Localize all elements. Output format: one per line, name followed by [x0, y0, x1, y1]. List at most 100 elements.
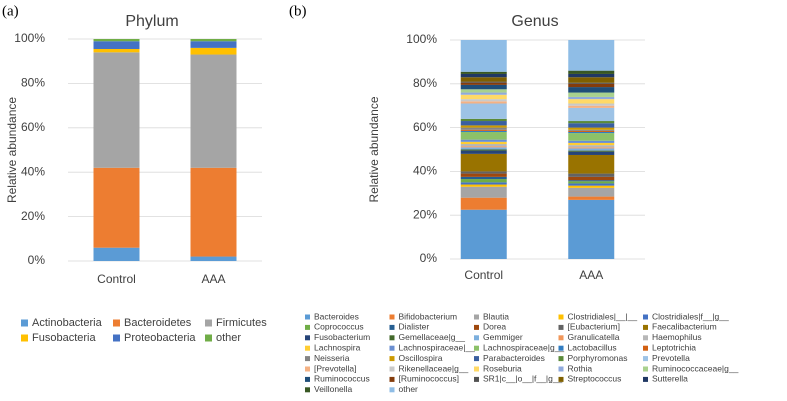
legend-swatch — [389, 314, 395, 320]
bar-segment — [568, 185, 615, 188]
bar-segment — [460, 92, 507, 95]
legend-label: Lachnospiraceae|g__ — [483, 342, 564, 352]
legend-label: Faecalibacterium — [652, 322, 717, 332]
bar-segment — [568, 103, 615, 106]
bar-segment — [568, 129, 615, 131]
legend-swatch — [474, 345, 479, 351]
y-tick-label: 80% — [413, 76, 437, 90]
bar-segment — [460, 73, 507, 78]
y-tick-label: 0% — [28, 253, 46, 267]
legend-label: [Prevotella] — [314, 363, 357, 373]
legend-label: Fusobacterium — [314, 332, 370, 342]
legend-swatch — [21, 319, 28, 327]
legend-swatch — [305, 314, 310, 320]
x-tick-label: AAA — [201, 272, 225, 286]
bar-segment — [460, 173, 507, 177]
y-tick-label: 100% — [14, 31, 45, 45]
bar-segment — [460, 171, 507, 174]
legend-swatch — [558, 335, 564, 341]
legend-label: Leptotrichia — [652, 342, 696, 352]
legend-swatch — [21, 334, 28, 342]
y-tick-label: 20% — [21, 209, 45, 223]
bar-segment — [568, 96, 615, 100]
panel-label: (a) — [2, 3, 19, 19]
legend-swatch — [558, 324, 564, 330]
bar-segment — [460, 184, 507, 187]
legend-label: Dorea — [483, 322, 506, 332]
y-axis-label: Relative abundance — [367, 96, 381, 202]
bar-segment — [568, 183, 615, 186]
legend-swatch — [389, 376, 395, 382]
bar-segment — [460, 103, 507, 119]
legend-label: Bifidobacterium — [399, 311, 458, 321]
legend-label: Gemellaceae|g__ — [399, 332, 466, 342]
legend-swatch — [389, 387, 395, 393]
bar-segment — [568, 121, 615, 124]
bar-segment — [190, 167, 237, 257]
x-tick-label: Control — [464, 268, 503, 282]
legend-label: Roseburia — [483, 363, 522, 373]
legend-swatch — [205, 319, 212, 327]
bar-segment — [568, 87, 615, 93]
bar-segment — [568, 147, 615, 149]
legend-swatch — [558, 376, 564, 382]
bar-segment — [190, 39, 237, 42]
bar-segment — [460, 176, 507, 180]
bar-segment — [460, 131, 507, 140]
bar-segment — [568, 131, 615, 134]
y-tick-label: 60% — [413, 120, 437, 134]
legend-swatch — [305, 356, 310, 362]
bar-segment — [460, 209, 507, 259]
bar-segment — [460, 144, 507, 147]
legend-label: Proteobacteria — [124, 332, 196, 344]
legend-swatch — [558, 314, 564, 320]
bar-segment — [568, 105, 615, 108]
bar-segment — [568, 173, 615, 177]
legend-label: Gemmiger — [483, 332, 523, 342]
legend-swatch — [643, 324, 648, 330]
legend-label: SR1|c__|o__|f__|g__ — [483, 374, 563, 384]
legend-swatch — [643, 314, 648, 320]
bar-segment — [460, 149, 507, 151]
bar-segment — [460, 186, 507, 198]
y-tick-label: 40% — [21, 164, 45, 178]
x-tick-label: AAA — [579, 268, 603, 282]
bar-segment — [460, 71, 507, 74]
bar-segment — [460, 99, 507, 102]
legend-swatch — [643, 366, 648, 372]
chart-title: Phylum — [125, 13, 178, 30]
bar-segment — [568, 181, 615, 184]
legend-swatch — [474, 324, 479, 330]
bar-segment — [460, 89, 507, 93]
legend-label: other — [399, 384, 419, 394]
legend-swatch — [643, 356, 648, 362]
bar-segment — [568, 199, 615, 259]
bar-segment — [568, 82, 615, 84]
legend-swatch — [305, 345, 310, 351]
bar-segment — [460, 179, 507, 183]
bar-segment — [568, 180, 615, 182]
bar-segment — [190, 54, 237, 168]
legend-label: Coprococcus — [314, 322, 364, 332]
legend-label: Neisseria — [314, 353, 350, 363]
y-tick-label: 100% — [406, 32, 437, 46]
panel-label: (b) — [289, 3, 307, 19]
legend-swatch — [474, 335, 479, 341]
bar-segment — [568, 142, 615, 146]
bar-segment — [568, 70, 615, 74]
bar-segment — [568, 40, 615, 71]
legend-label: Firmicutes — [216, 317, 267, 329]
bar-segment — [568, 107, 615, 122]
legend-swatch — [558, 366, 564, 372]
legend-label: Sutterella — [652, 374, 688, 384]
bar-segment — [568, 73, 615, 78]
bar-segment — [568, 83, 615, 88]
bar-segment — [568, 176, 615, 181]
bar-segment — [460, 77, 507, 82]
bar-segment — [190, 256, 237, 261]
bar-segment — [460, 146, 507, 148]
bar-segment — [568, 187, 615, 197]
legend-label: Clostridiales|__|__ — [568, 311, 638, 321]
y-axis-label: Relative abundance — [5, 97, 19, 203]
